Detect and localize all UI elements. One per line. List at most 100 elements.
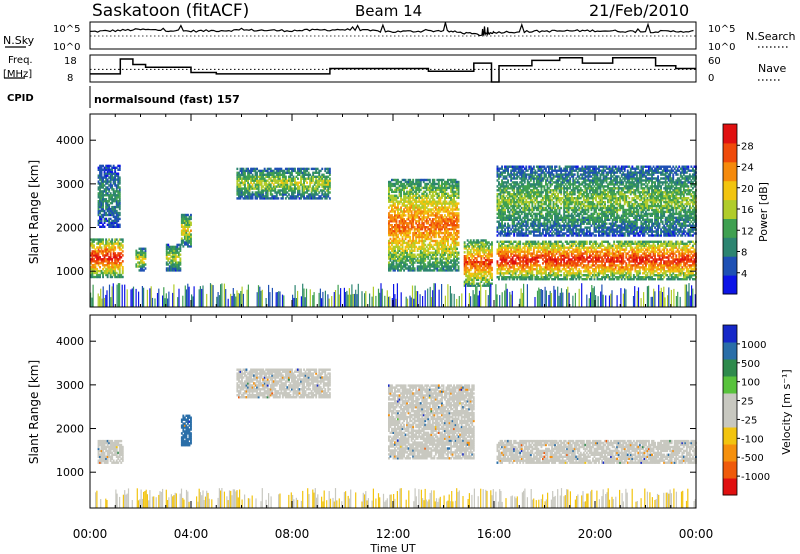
power-cell bbox=[447, 235, 449, 239]
power-cell bbox=[468, 280, 471, 283]
power-cell bbox=[487, 282, 490, 285]
power-cell bbox=[545, 248, 547, 251]
power-cell bbox=[463, 257, 466, 260]
power-cell bbox=[397, 180, 399, 184]
power-cell bbox=[419, 247, 422, 250]
power-cell bbox=[484, 239, 487, 242]
power-cell bbox=[90, 260, 92, 263]
power-cell bbox=[442, 182, 445, 186]
power-cell bbox=[275, 185, 278, 188]
power-cell bbox=[557, 268, 559, 271]
power-cell bbox=[474, 243, 477, 246]
power-cell bbox=[269, 169, 272, 173]
power-cell bbox=[165, 263, 168, 266]
power-cell bbox=[90, 267, 92, 271]
power-cell bbox=[456, 192, 458, 195]
power-cell bbox=[437, 235, 440, 239]
power-cell bbox=[431, 204, 434, 207]
power-cell bbox=[236, 189, 239, 192]
power-cell bbox=[174, 253, 177, 256]
power-cell bbox=[611, 246, 614, 249]
power-cell bbox=[392, 218, 395, 221]
power-cell bbox=[457, 186, 460, 190]
power-cell bbox=[120, 238, 123, 241]
power-cell bbox=[585, 256, 588, 259]
power-cell bbox=[454, 228, 457, 231]
power-cell bbox=[416, 216, 419, 219]
power-cell bbox=[445, 226, 448, 229]
power-cell bbox=[608, 278, 611, 281]
power-cell bbox=[118, 205, 121, 209]
power-cell bbox=[412, 231, 415, 235]
power-cell bbox=[410, 196, 413, 199]
power-cell bbox=[427, 216, 430, 219]
power-cell bbox=[427, 220, 430, 223]
power-cell bbox=[590, 248, 593, 251]
power-cell bbox=[546, 276, 549, 279]
power-cell bbox=[109, 213, 112, 217]
power-cell bbox=[573, 276, 576, 279]
power-cell bbox=[400, 226, 402, 229]
power-cell bbox=[397, 204, 399, 207]
power-cell bbox=[310, 197, 313, 200]
power-cell bbox=[301, 183, 304, 186]
power-cell bbox=[100, 238, 103, 241]
power-cell bbox=[112, 188, 115, 191]
power-cell bbox=[433, 269, 436, 272]
power-cell bbox=[428, 188, 431, 192]
power-cell bbox=[487, 260, 490, 264]
power-cell bbox=[434, 202, 437, 205]
power-cell bbox=[309, 185, 312, 188]
power-cell bbox=[292, 195, 295, 198]
power-cell bbox=[112, 176, 115, 179]
power-cell bbox=[395, 245, 398, 249]
power-cell bbox=[425, 206, 428, 209]
power-cell bbox=[173, 265, 176, 268]
power-cell bbox=[112, 267, 115, 271]
power-cell bbox=[431, 218, 434, 221]
power-cell bbox=[469, 251, 472, 254]
power-cell bbox=[558, 270, 561, 273]
power-cell bbox=[404, 245, 407, 249]
power-cell bbox=[519, 262, 522, 265]
power-cell bbox=[97, 240, 100, 243]
power-cell bbox=[447, 233, 449, 237]
power-cell bbox=[260, 179, 263, 182]
power-cell bbox=[413, 214, 416, 217]
power-cell bbox=[554, 254, 556, 257]
power-cell bbox=[576, 246, 579, 249]
power-cell bbox=[619, 254, 622, 257]
power-cell bbox=[604, 276, 606, 279]
power-cell bbox=[254, 177, 257, 180]
power-cell bbox=[437, 210, 440, 213]
power-cell bbox=[187, 233, 189, 236]
power-cell bbox=[106, 168, 109, 171]
power-cell bbox=[395, 208, 398, 211]
power-cell bbox=[407, 231, 410, 235]
power-cell bbox=[395, 222, 398, 225]
power-cell bbox=[180, 241, 183, 244]
power-cell bbox=[105, 264, 108, 267]
power-cell bbox=[596, 274, 599, 277]
power-cell bbox=[185, 243, 188, 246]
power-cell bbox=[406, 241, 408, 245]
power-cell bbox=[392, 247, 395, 250]
power-cell bbox=[434, 249, 437, 252]
power-cell bbox=[444, 239, 446, 243]
power-cell bbox=[295, 187, 298, 190]
power-cell bbox=[451, 251, 454, 254]
power-cell bbox=[433, 229, 436, 233]
power-cell bbox=[301, 173, 304, 176]
power-cell bbox=[457, 226, 460, 229]
power-cell bbox=[554, 264, 556, 267]
power-cell bbox=[117, 240, 120, 243]
power-cell bbox=[321, 183, 324, 186]
power-cell bbox=[422, 253, 425, 256]
power-cell bbox=[513, 278, 516, 281]
power-cell bbox=[453, 184, 455, 188]
power-cell bbox=[529, 242, 532, 245]
power-cell bbox=[115, 194, 118, 197]
power-cell bbox=[415, 206, 418, 209]
power-cell bbox=[610, 264, 612, 267]
power-cell bbox=[563, 258, 566, 261]
